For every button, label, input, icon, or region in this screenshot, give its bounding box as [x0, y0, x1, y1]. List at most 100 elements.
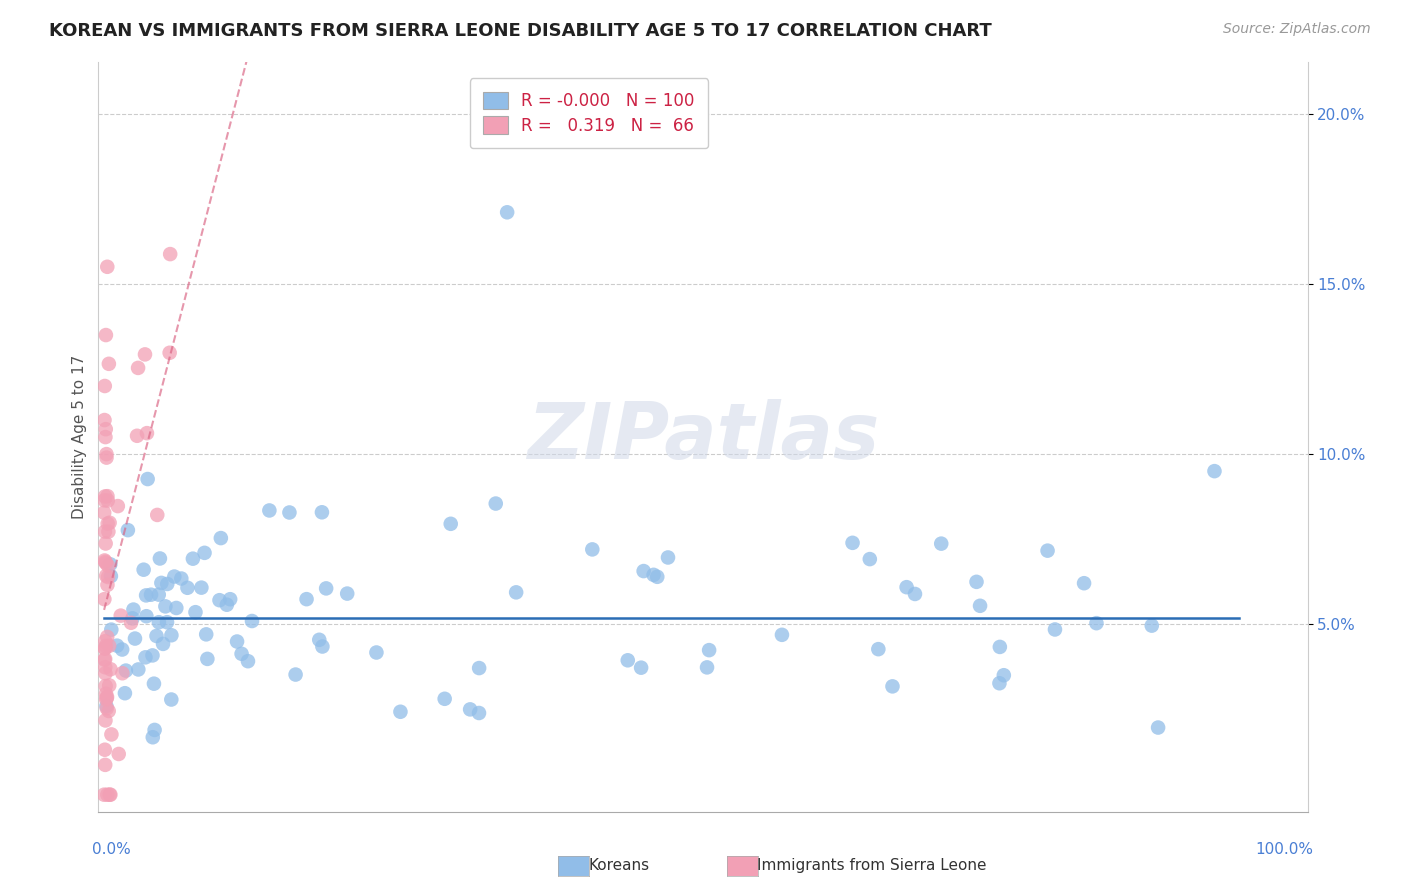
- Text: 0.0%: 0.0%: [93, 842, 131, 856]
- Point: [966, 574, 988, 589]
- Point: [100, 788, 122, 802]
- Point: [433, 691, 456, 706]
- Point: [96, 630, 118, 644]
- Point: [657, 550, 679, 565]
- Point: [156, 577, 179, 591]
- Point: [141, 648, 163, 663]
- Point: [176, 581, 198, 595]
- Point: [93, 788, 115, 802]
- Point: [135, 588, 157, 602]
- Point: [94, 641, 117, 656]
- Point: [96, 788, 118, 802]
- Point: [366, 646, 388, 660]
- Point: [114, 686, 136, 700]
- Point: [135, 609, 157, 624]
- Point: [96, 489, 118, 503]
- Point: [115, 664, 138, 678]
- Point: [1073, 576, 1095, 591]
- Point: [110, 608, 132, 623]
- Point: [97, 516, 120, 531]
- Point: [148, 588, 170, 602]
- Point: [94, 490, 117, 504]
- Point: [100, 569, 122, 583]
- Point: [1204, 464, 1226, 478]
- Point: [98, 788, 121, 802]
- Point: [96, 260, 118, 274]
- Point: [505, 585, 527, 599]
- Legend: R = -0.000   N = 100, R =   0.319   N =  66: R = -0.000 N = 100, R = 0.319 N = 66: [470, 78, 707, 148]
- Point: [94, 379, 117, 393]
- Point: [125, 429, 148, 443]
- Point: [94, 328, 117, 343]
- Point: [93, 592, 115, 607]
- Point: [868, 642, 890, 657]
- Point: [93, 653, 115, 667]
- Point: [94, 524, 117, 539]
- Point: [160, 628, 183, 642]
- Point: [311, 640, 333, 654]
- Point: [159, 247, 181, 261]
- Point: [93, 413, 115, 427]
- Point: [127, 663, 149, 677]
- Point: [163, 569, 186, 583]
- Point: [259, 503, 281, 517]
- Point: [929, 536, 952, 550]
- Point: [149, 551, 172, 566]
- Point: [94, 430, 117, 444]
- Point: [132, 563, 155, 577]
- Point: [100, 623, 122, 637]
- Point: [100, 727, 122, 741]
- Point: [458, 702, 481, 716]
- Text: Immigrants from Sierra Leone: Immigrants from Sierra Leone: [758, 858, 987, 872]
- Point: [993, 668, 1015, 682]
- Point: [97, 493, 120, 508]
- Point: [195, 627, 218, 641]
- Point: [1043, 623, 1066, 637]
- Point: [134, 347, 156, 361]
- Point: [96, 569, 118, 583]
- Point: [98, 558, 121, 572]
- Point: [336, 586, 359, 600]
- Point: [1085, 616, 1108, 631]
- Point: [146, 508, 169, 522]
- Point: [643, 567, 665, 582]
- Point: [145, 629, 167, 643]
- Point: [107, 499, 129, 513]
- Point: [122, 602, 145, 616]
- Point: [633, 564, 655, 578]
- Point: [107, 747, 129, 761]
- Point: [111, 642, 134, 657]
- Point: [98, 516, 121, 530]
- Point: [278, 506, 301, 520]
- Point: [226, 634, 249, 648]
- Point: [94, 536, 117, 550]
- Text: 100.0%: 100.0%: [1256, 842, 1313, 856]
- Point: [882, 679, 904, 693]
- Point: [311, 505, 333, 519]
- Point: [240, 614, 263, 628]
- Point: [841, 536, 863, 550]
- Point: [94, 639, 117, 653]
- Point: [1140, 618, 1163, 632]
- Point: [308, 632, 330, 647]
- Point: [209, 531, 232, 545]
- Point: [208, 593, 231, 607]
- Text: Source: ZipAtlas.com: Source: ZipAtlas.com: [1223, 22, 1371, 37]
- Point: [94, 652, 117, 666]
- Point: [142, 676, 165, 690]
- Point: [904, 587, 927, 601]
- Point: [468, 706, 491, 720]
- Point: [896, 580, 918, 594]
- Point: [150, 575, 173, 590]
- Point: [96, 701, 118, 715]
- Point: [134, 650, 156, 665]
- Point: [97, 558, 120, 573]
- Point: [105, 639, 128, 653]
- Point: [117, 523, 139, 537]
- Point: [770, 628, 793, 642]
- Point: [969, 599, 991, 613]
- Point: [97, 524, 120, 539]
- Point: [94, 742, 117, 756]
- Point: [193, 546, 215, 560]
- Point: [1036, 543, 1059, 558]
